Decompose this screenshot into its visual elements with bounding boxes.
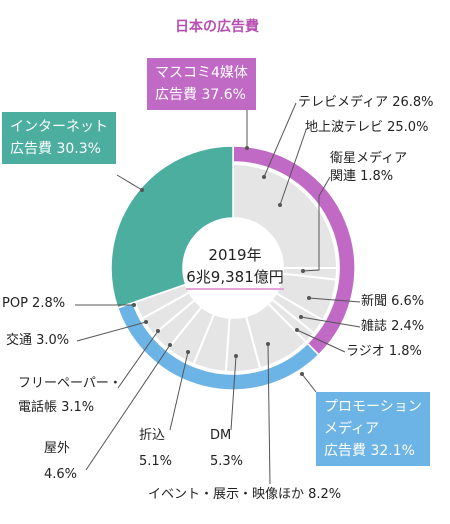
leader-tv-dot xyxy=(262,175,266,179)
label-dm-title: DM xyxy=(210,428,232,443)
label-insert-title: 折込 xyxy=(139,428,166,443)
leader-freepaper xyxy=(117,330,159,389)
leader-event xyxy=(267,343,271,485)
mass-media-name: マスコミ4媒体 xyxy=(155,65,248,81)
label-transit: 交通 3.0% xyxy=(6,333,70,348)
label-pop: POP 2.8% xyxy=(2,296,66,311)
internet-box: インターネット 広告費 30.3% xyxy=(2,112,116,164)
label-insert: 折込 5.1% xyxy=(139,427,172,471)
label-outdoor-value: 4.6% xyxy=(44,467,78,482)
center-year: 2019年 xyxy=(208,246,262,264)
leader-outdoor-dot xyxy=(168,343,172,347)
leader-terrestrial xyxy=(279,129,307,206)
leader-newspaper-dot xyxy=(307,296,311,300)
leader-insert-dot xyxy=(186,350,190,354)
label-free-paper: フリーペーパー・ 電話帳 3.1% xyxy=(18,375,122,417)
leader-terrestrial-dot xyxy=(278,203,282,207)
leader-internet-box-dot xyxy=(140,188,144,192)
leader-tv xyxy=(263,102,297,178)
leader-satellite-dot xyxy=(301,269,305,273)
leader-dm xyxy=(230,355,237,431)
center-total: 6兆9,381億円 xyxy=(186,266,284,290)
promotion-name-2: メディア xyxy=(324,421,380,437)
label-radio: ラジオ 1.8% xyxy=(346,344,422,359)
label-magazine: 雑誌 2.4% xyxy=(361,319,425,334)
label-satellite-line2: 関連 1.8% xyxy=(330,169,394,184)
internet-name: インターネット xyxy=(10,119,108,135)
leader-promotion-box-dot xyxy=(300,372,304,376)
label-insert-value: 5.1% xyxy=(139,454,173,469)
leader-freepaper-dot xyxy=(156,329,160,333)
leader-pop-dot xyxy=(132,303,136,307)
label-terrestrial-tv: 地上波テレビ 25.0% xyxy=(305,120,429,135)
leader-dm-dot xyxy=(234,354,238,358)
leader-mass-box-dot xyxy=(245,146,249,150)
inner-slice-internet xyxy=(110,145,234,309)
label-satellite-media: 衛星メディア 関連 1.8% xyxy=(330,150,407,186)
leader-radio-dot xyxy=(295,328,299,332)
leader-insert xyxy=(169,351,189,431)
label-dm: DM 5.3% xyxy=(210,427,243,471)
leader-outdoor xyxy=(85,344,171,471)
inner-slice-0 xyxy=(232,162,338,281)
label-free-paper-value: 電話帳 3.1% xyxy=(18,400,95,415)
label-satellite-line1: 衛星メディア xyxy=(330,151,408,166)
leader-magazine-dot xyxy=(299,315,303,319)
internet-value: 広告費 30.3% xyxy=(10,141,101,157)
promotion-value: 広告費 32.1% xyxy=(324,443,415,459)
leader-magazine xyxy=(300,316,361,328)
leader-event-dot xyxy=(266,342,270,346)
label-tv-media: テレビメディア 26.8% xyxy=(298,95,434,110)
leader-satellite xyxy=(302,176,331,272)
label-event: イベント・展示・映像ほか 8.2% xyxy=(148,487,342,502)
chart-title: 日本の広告費 xyxy=(175,19,259,35)
mass-media-box: マスコミ4媒体 広告費 37.6% xyxy=(147,58,256,110)
mass-media-value: 広告費 37.6% xyxy=(155,87,246,103)
center-label: 2019年 6兆9,381億円 xyxy=(180,244,290,290)
leader-transit-dot xyxy=(144,320,148,324)
label-outdoor: 屋外 4.6% xyxy=(44,440,77,484)
label-newspaper: 新聞 6.6% xyxy=(361,294,425,309)
label-dm-value: 5.3% xyxy=(210,454,244,469)
promotion-name: プロモーション xyxy=(324,399,422,415)
promotion-box: プロモーション メディア 広告費 32.1% xyxy=(316,392,430,466)
label-free-paper-title: フリーペーパー・ xyxy=(18,376,122,391)
leader-promotion-box xyxy=(301,373,317,393)
leader-newspaper xyxy=(308,297,361,303)
leader-internet-box xyxy=(116,174,143,191)
leader-transit xyxy=(76,321,147,342)
label-outdoor-title: 屋外 xyxy=(44,441,71,456)
leader-radio xyxy=(296,329,346,353)
